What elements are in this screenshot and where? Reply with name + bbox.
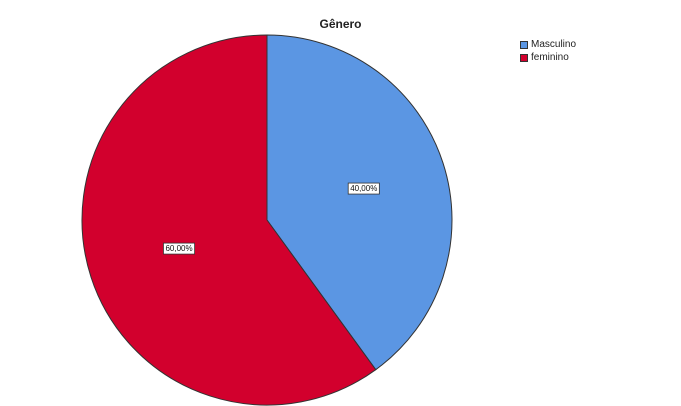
slice-label-text: 40,00% — [350, 184, 377, 193]
slice-label-box — [347, 182, 380, 195]
slice-label-text: 60,00% — [165, 244, 192, 253]
chart-title: Gênero — [319, 17, 362, 31]
legend: Masculino feminino — [520, 38, 576, 64]
pie-slice-feminino — [81, 34, 377, 406]
slice-label-feminino: 60,00% — [163, 242, 195, 255]
slice-label-masculino: 40,00% — [347, 182, 380, 195]
slice-label-box — [163, 242, 195, 255]
pie-slice-masculino — [266, 34, 453, 371]
legend-swatch-masculino — [520, 40, 528, 49]
legend-label-masculino: Masculino — [531, 39, 577, 50]
pie-slices — [81, 34, 453, 406]
legend-label-feminino: feminino — [531, 52, 569, 63]
pie-labels: 40,00% 60,00% — [163, 182, 380, 255]
legend-item-masculino: Masculino — [520, 38, 576, 51]
legend-item-feminino: feminino — [520, 51, 576, 64]
legend-swatch-feminino — [520, 53, 528, 62]
